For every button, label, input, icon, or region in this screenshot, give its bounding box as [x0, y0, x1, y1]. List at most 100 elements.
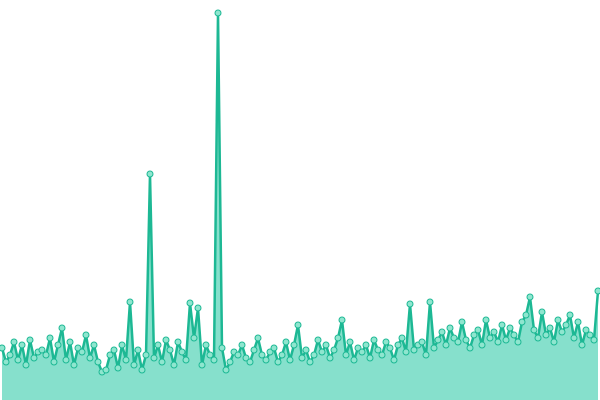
marker: [394, 341, 402, 349]
marker: [18, 341, 26, 349]
marker: [402, 348, 410, 356]
marker: [290, 341, 298, 349]
marker: [314, 336, 322, 344]
marker: [498, 321, 506, 329]
marker: [262, 356, 270, 364]
marker: [406, 300, 414, 308]
marker: [254, 334, 262, 342]
marker: [218, 344, 226, 352]
marker: [130, 361, 138, 369]
marker: [74, 344, 82, 352]
marker: [338, 316, 346, 324]
marker: [378, 351, 386, 359]
marker: [470, 331, 478, 339]
marker: [306, 358, 314, 366]
marker: [210, 356, 218, 364]
marker: [578, 341, 586, 349]
marker: [142, 351, 150, 359]
marker: [522, 311, 530, 319]
marker: [234, 351, 242, 359]
area-fill: [2, 13, 598, 400]
marker: [574, 318, 582, 326]
marker: [358, 348, 366, 356]
marker: [42, 351, 50, 359]
marker: [162, 336, 170, 344]
marker: [546, 324, 554, 332]
marker: [158, 358, 166, 366]
marker: [58, 324, 66, 332]
marker: [454, 338, 462, 346]
marker: [594, 287, 600, 295]
marker: [490, 328, 498, 336]
marker: [54, 341, 62, 349]
marker: [86, 354, 94, 362]
marker: [106, 351, 114, 359]
marker: [70, 361, 78, 369]
marker: [22, 361, 30, 369]
marker: [114, 364, 122, 372]
marker: [430, 344, 438, 352]
marker: [78, 348, 86, 356]
marker: [102, 366, 110, 374]
marker: [270, 344, 278, 352]
marker: [354, 344, 362, 352]
marker: [494, 338, 502, 346]
marker: [278, 351, 286, 359]
marker: [202, 341, 210, 349]
marker: [174, 338, 182, 346]
marker: [366, 354, 374, 362]
marker: [186, 299, 194, 307]
marker: [134, 346, 142, 354]
marker: [194, 304, 202, 312]
marker: [458, 318, 466, 326]
marker: [150, 354, 158, 362]
marker: [274, 358, 282, 366]
marker: [482, 316, 490, 324]
marker: [322, 341, 330, 349]
marker: [534, 334, 542, 342]
marker: [82, 331, 90, 339]
marker: [26, 336, 34, 344]
marker: [46, 334, 54, 342]
marker: [390, 356, 398, 364]
marker: [222, 366, 230, 374]
marker: [374, 346, 382, 354]
marker: [386, 344, 394, 352]
marker: [542, 331, 550, 339]
marker: [38, 346, 46, 354]
marker: [266, 348, 274, 356]
marker: [502, 336, 510, 344]
line: [0, 11, 600, 374]
marker: [6, 351, 14, 359]
marker: [382, 338, 390, 346]
marker: [50, 358, 58, 366]
marker: [178, 348, 186, 356]
marker: [422, 351, 430, 359]
marker: [346, 338, 354, 346]
marker: [310, 351, 318, 359]
marker: [570, 334, 578, 342]
marker: [94, 358, 102, 366]
marker: [410, 346, 418, 354]
marker: [62, 356, 70, 364]
marker: [250, 346, 258, 354]
marker: [514, 338, 522, 346]
marker: [226, 358, 234, 366]
marker: [126, 298, 134, 306]
marker: [418, 338, 426, 346]
marker: [282, 338, 290, 346]
marker: [294, 321, 302, 329]
marker: [122, 356, 130, 364]
marker: [506, 324, 514, 332]
marker: [342, 351, 350, 359]
marker: [550, 338, 558, 346]
marker: [242, 354, 250, 362]
marker: [586, 331, 594, 339]
marker: [330, 346, 338, 354]
marker: [2, 358, 10, 366]
marker: [478, 341, 486, 349]
marker: [398, 334, 406, 342]
marker: [562, 321, 570, 329]
marker: [582, 326, 590, 334]
